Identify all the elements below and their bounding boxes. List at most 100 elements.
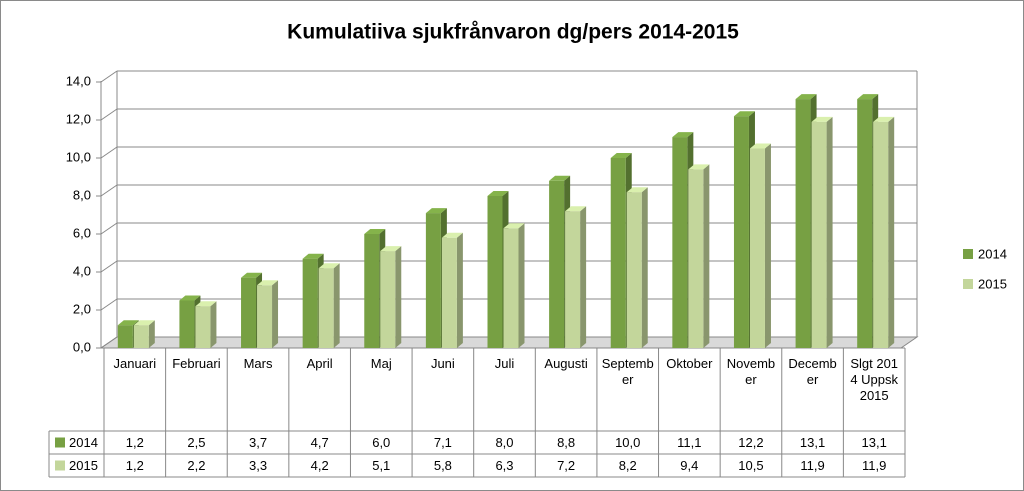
bar	[241, 277, 257, 348]
bar-side	[456, 232, 463, 348]
x-tick-label: Slgt 2014 Uppsk 2015	[850, 356, 899, 403]
legend-key	[963, 249, 973, 259]
data-table-value: 11,9	[862, 458, 886, 473]
x-tick-label: Juni	[430, 356, 455, 371]
bar	[425, 213, 441, 348]
grid-line	[100, 260, 118, 273]
data-table-value: 8,8	[557, 435, 575, 450]
bar-top	[364, 229, 386, 234]
x-tick-label: Mars	[243, 356, 273, 371]
bar-side	[395, 246, 402, 348]
data-table-value: 4,2	[311, 458, 329, 473]
bar-top	[179, 295, 201, 301]
data-table-value: 12,2	[738, 435, 763, 450]
bar-top	[672, 132, 694, 138]
bar	[857, 99, 873, 348]
y-tick-label: 4,0	[73, 263, 91, 278]
grid-line	[100, 70, 118, 83]
x-tick-label: Augusti	[544, 356, 588, 371]
bar-top	[811, 116, 833, 122]
data-table-value: 4,7	[311, 435, 329, 450]
data-table-value: 6,0	[372, 435, 390, 450]
bar	[672, 137, 688, 348]
x-tick-label: November	[726, 356, 776, 387]
data-table-value: 8,0	[495, 435, 513, 450]
table-legend-key	[55, 460, 65, 471]
data-table-value: 7,2	[557, 458, 575, 473]
bar	[610, 158, 626, 348]
bar	[873, 121, 889, 349]
bar-top	[380, 246, 402, 252]
grid-line	[100, 184, 118, 197]
x-tick-label: Maj	[370, 356, 392, 371]
bar-side	[888, 116, 895, 349]
bar-side	[518, 223, 525, 348]
grid-line	[100, 108, 118, 121]
legend-key	[963, 279, 973, 289]
bar	[503, 228, 519, 348]
x-tick-label: Januari	[113, 356, 157, 371]
bar-top	[487, 191, 509, 196]
data-table-value: 1,2	[126, 435, 144, 450]
x-tick-label: Februari	[172, 356, 221, 371]
bar	[302, 258, 318, 348]
table-row-header: 2015	[69, 458, 98, 473]
bar	[364, 234, 380, 348]
grid-line	[100, 146, 118, 159]
bar-side	[148, 320, 155, 348]
y-tick-label: 12,0	[66, 111, 91, 126]
grid-line	[100, 222, 118, 235]
bar-top	[626, 187, 648, 193]
y-tick-label: 6,0	[73, 225, 91, 240]
data-table-value: 11,9	[800, 458, 824, 473]
bar	[380, 251, 396, 348]
data-table-value: 7,1	[434, 435, 452, 450]
bar	[441, 237, 457, 348]
legend-label: 2015	[978, 276, 1007, 291]
x-tick-label: Juli	[494, 356, 515, 371]
bar-side	[333, 263, 340, 348]
bar	[179, 300, 195, 348]
bar-top	[117, 320, 139, 326]
data-table-value: 9,4	[680, 458, 698, 473]
bar	[811, 121, 827, 349]
data-table-value: 1,2	[126, 458, 144, 473]
y-tick-label: 10,0	[66, 149, 91, 164]
bar-top	[795, 94, 817, 100]
y-tick-label: 14,0	[66, 73, 91, 88]
bar-top	[195, 301, 217, 307]
data-table-value: 2,2	[187, 458, 205, 473]
data-table-value: 8,2	[619, 458, 637, 473]
bar-top	[610, 153, 632, 158]
grid-line	[100, 336, 118, 349]
bar-side	[641, 187, 648, 348]
bar-side	[826, 116, 833, 349]
data-table-value: 5,8	[434, 458, 452, 473]
bar-side	[272, 280, 279, 348]
grid-line	[100, 298, 118, 311]
bar-top	[257, 280, 279, 286]
bar-side	[703, 164, 710, 348]
bar-top	[749, 143, 771, 149]
bar	[318, 268, 334, 348]
bar	[795, 99, 811, 348]
bar	[549, 180, 565, 348]
bar	[733, 116, 749, 348]
data-table-value: 13,1	[862, 435, 887, 450]
bar	[565, 211, 581, 348]
legend-label: 2014	[978, 246, 1007, 261]
y-tick-label: 8,0	[73, 187, 91, 202]
x-tick-label: Oktober	[666, 356, 713, 371]
data-table-value: 3,7	[249, 435, 267, 450]
bar-top	[425, 208, 447, 214]
data-table-value: 10,0	[615, 435, 640, 450]
data-table-value: 6,3	[495, 458, 513, 473]
data-table-value: 3,3	[249, 458, 267, 473]
data-table-value: 13,1	[800, 435, 825, 450]
bar-top	[873, 116, 895, 122]
y-tick-label: 0,0	[73, 339, 91, 354]
bar-top	[302, 253, 324, 259]
bar-top	[441, 232, 463, 238]
bar	[133, 325, 149, 348]
